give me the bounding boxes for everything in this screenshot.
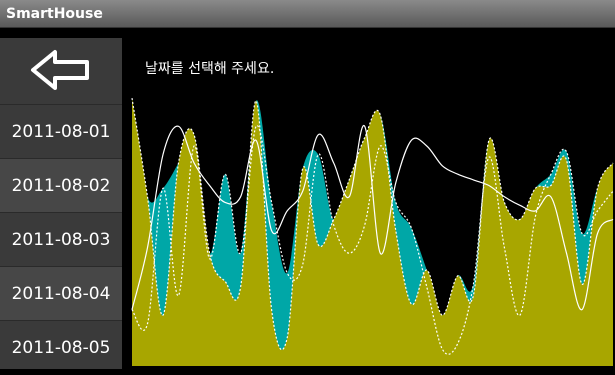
date-label: 2011-08-03 [11,230,111,250]
date-label: 2011-08-04 [11,284,111,304]
app-title: SmartHouse [6,6,103,22]
series-area-olive [132,98,613,366]
date-label: 2011-08-05 [11,338,111,358]
select-date-prompt: 날짜를 선택해 주세요. [145,61,275,77]
series-line-olive [131,98,614,351]
date-item-2011-08-04[interactable]: 2011-08-04 [0,266,122,321]
back-arrow-icon [31,50,89,90]
series-line-white [131,125,614,311]
back-button[interactable] [0,38,122,102]
app-title-bar: SmartHouse [0,0,615,28]
date-item-2011-08-02[interactable]: 2011-08-02 [0,158,122,213]
date-label: 2011-08-02 [11,176,111,196]
date-label: 2011-08-01 [11,122,111,142]
date-item-2011-08-05[interactable]: 2011-08-05 [0,320,122,375]
date-item-2011-08-01[interactable]: 2011-08-01 [0,104,122,159]
date-item-2011-08-03[interactable]: 2011-08-03 [0,212,122,267]
series-line-teal [131,125,614,355]
